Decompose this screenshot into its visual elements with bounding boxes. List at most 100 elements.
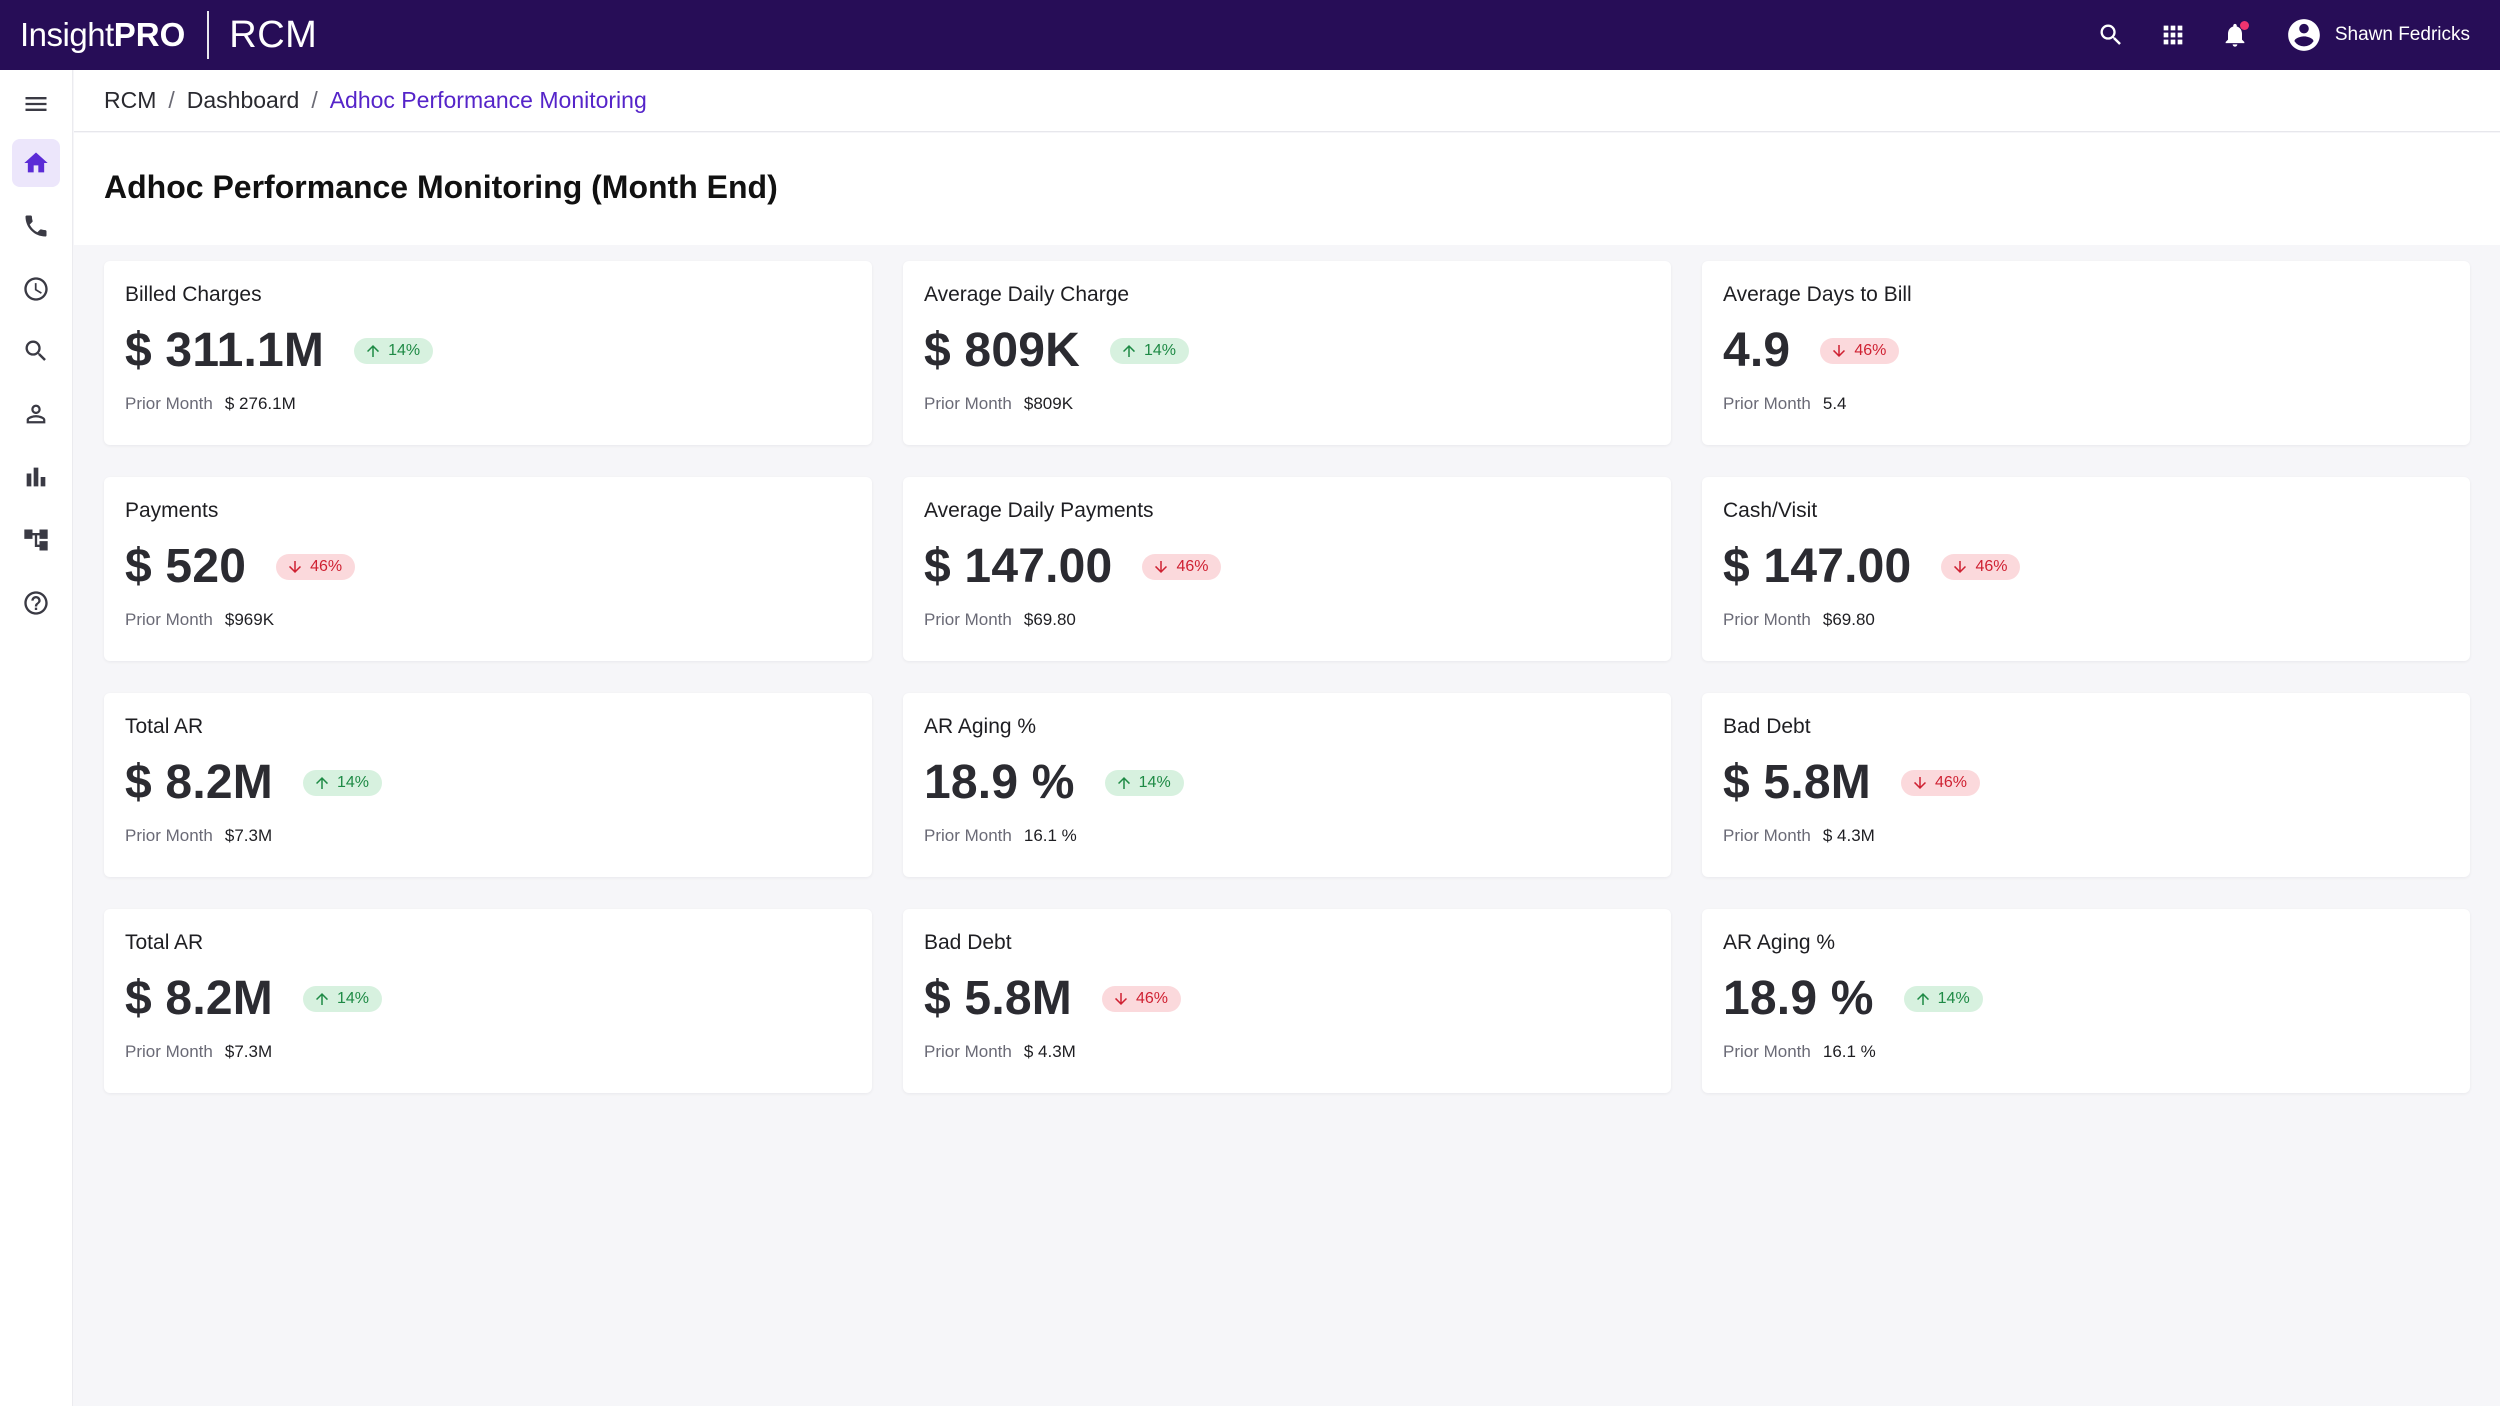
kpi-value: $ 8.2M (125, 972, 273, 1025)
apps-grid-icon[interactable] (2157, 19, 2189, 51)
arrow-up-icon (1916, 992, 1929, 1005)
kpi-change-badge: 46% (1820, 337, 1900, 364)
kpi-change-badge: 46% (1142, 553, 1222, 580)
kpi-change-text: 14% (1937, 989, 1970, 1007)
kpi-value: 18.9 % (1723, 972, 1874, 1025)
arrow-down-icon (1954, 560, 1967, 573)
home-icon[interactable] (12, 139, 60, 187)
kpi-prior-value: $7.3M (224, 1042, 273, 1061)
kpi-card-title: Cash/Visit (1723, 499, 1818, 522)
kpi-value-row: $ 809K 14% (924, 323, 1190, 378)
kpi-card[interactable]: Average Days to Bill 4.9 46% Prior Month… (1702, 261, 2470, 445)
kpi-value: $ 5.8M (1723, 756, 1871, 809)
menu-icon[interactable] (12, 80, 60, 128)
arrow-down-icon (1833, 344, 1846, 357)
kpi-prior-row: Prior Month $69.80 (924, 610, 1076, 630)
kpi-change-text: 46% (1934, 773, 1967, 791)
kpi-card-title: Total AR (125, 931, 204, 954)
breadcrumb-current: Adhoc Performance Monitoring (329, 87, 647, 113)
kpi-card[interactable]: AR Aging % 18.9 % 14% Prior Month 16.1 % (1702, 909, 2470, 1093)
kpi-value: 4.9 (1723, 324, 1791, 377)
arrow-up-icon (315, 992, 328, 1005)
kpi-card-title: Bad Debt (924, 931, 1012, 954)
kpi-change-badge: 46% (276, 553, 356, 580)
kpi-change-text: 46% (310, 557, 343, 575)
notification-bell-icon[interactable] (2219, 19, 2251, 51)
kpi-value: $ 147.00 (1723, 540, 1912, 593)
kpi-prior-label: Prior Month (1723, 1042, 1811, 1061)
breadcrumb-rcm[interactable]: RCM (104, 87, 157, 113)
breadcrumb-dashboard[interactable]: Dashboard (186, 87, 300, 113)
kpi-card[interactable]: Average Daily Charge $ 809K 14% Prior Mo… (903, 261, 1671, 445)
arrow-up-icon (1117, 776, 1130, 789)
arrow-down-icon (1114, 992, 1127, 1005)
kpi-card[interactable]: AR Aging % 18.9 % 14% Prior Month 16.1 % (903, 693, 1671, 877)
kpi-value-row: $ 520 46% (125, 539, 356, 594)
kpi-change-text: 46% (1135, 989, 1168, 1007)
kpi-change-badge: 14% (302, 985, 382, 1012)
search-icon[interactable] (12, 327, 60, 375)
kpi-prior-row: Prior Month 16.1 % (924, 826, 1077, 846)
kpi-change-badge: 14% (302, 769, 382, 796)
kpi-prior-label: Prior Month (125, 610, 213, 629)
kpi-prior-value: $ 4.3M (1023, 1042, 1076, 1061)
page-title: Adhoc Performance Monitoring (Month End) (104, 169, 778, 205)
kpi-card[interactable]: Average Daily Payments $ 147.00 46% Prio… (903, 477, 1671, 661)
kpi-value-row: $ 147.00 46% (924, 539, 1222, 594)
arrow-down-icon (1155, 560, 1168, 573)
kpi-card-title: Billed Charges (125, 283, 262, 306)
brand-divider (207, 11, 210, 59)
kpi-card-title: Bad Debt (1723, 715, 1811, 738)
kpi-prior-row: Prior Month 5.4 (1723, 394, 1847, 414)
page-header: Adhoc Performance Monitoring (Month End) (74, 133, 2500, 245)
kpi-card[interactable]: Payments $ 520 46% Prior Month $969K (104, 477, 872, 661)
phone-icon[interactable] (12, 202, 60, 250)
kpi-card-title: Payments (125, 499, 219, 522)
kpi-card-title: AR Aging % (924, 715, 1037, 738)
kpi-card[interactable]: Bad Debt $ 5.8M 46% Prior Month $ 4.3M (1702, 693, 2470, 877)
breadcrumb-separator: / (168, 87, 175, 113)
kpi-card[interactable]: Billed Charges $ 311.1M 14% Prior Month … (104, 261, 872, 445)
brand-insight-text: Insight (20, 16, 114, 53)
kpi-value-row: $ 8.2M 14% (125, 755, 382, 810)
search-icon[interactable] (2095, 19, 2127, 51)
kpi-prior-label: Prior Month (125, 1042, 213, 1061)
kpi-prior-value: 5.4 (1822, 394, 1847, 413)
user-menu[interactable]: Shawn Fedricks (2285, 16, 2470, 54)
kpi-change-text: 46% (1854, 341, 1887, 359)
kpi-change-text: 14% (1138, 773, 1171, 791)
help-icon[interactable] (12, 579, 60, 627)
kpi-card-title: Average Daily Charge (924, 283, 1130, 306)
kpi-card[interactable]: Cash/Visit $ 147.00 46% Prior Month $69.… (1702, 477, 2470, 661)
bar-chart-icon[interactable] (12, 453, 60, 501)
kpi-prior-row: Prior Month $69.80 (1723, 610, 1875, 630)
kpi-prior-value: $969K (224, 610, 275, 629)
kpi-prior-value: $69.80 (1023, 610, 1076, 629)
kpi-value-row: 18.9 % 14% (924, 755, 1184, 810)
kpi-prior-label: Prior Month (924, 394, 1012, 413)
person-icon[interactable] (12, 390, 60, 438)
kpi-prior-value: 16.1 % (1023, 826, 1077, 845)
breadcrumb-separator: / (311, 87, 318, 113)
arrow-down-icon (289, 560, 302, 573)
top-bar: Insight PRO RCM Shawn Fedricks (0, 0, 2500, 70)
kpi-value: $ 8.2M (125, 756, 273, 809)
kpi-change-text: 14% (336, 773, 369, 791)
kpi-card[interactable]: Bad Debt $ 5.8M 46% Prior Month $ 4.3M (903, 909, 1671, 1093)
kpi-card[interactable]: Total AR $ 8.2M 14% Prior Month $7.3M (104, 693, 872, 877)
kpi-prior-value: $7.3M (224, 826, 273, 845)
app-name: RCM (229, 13, 318, 56)
kpi-value: $ 809K (924, 324, 1080, 377)
kpi-prior-value: $ 276.1M (224, 394, 296, 413)
hierarchy-icon[interactable] (12, 516, 60, 564)
kpi-change-badge: 46% (1900, 769, 1980, 796)
kpi-prior-label: Prior Month (125, 826, 213, 845)
kpi-value: $ 147.00 (924, 540, 1113, 593)
kpi-change-text: 14% (1143, 341, 1177, 359)
clock-icon[interactable] (12, 265, 60, 313)
kpi-change-text: 14% (388, 341, 421, 359)
brand-logo[interactable]: Insight PRO RCM (0, 0, 317, 70)
arrow-up-icon (315, 776, 328, 789)
kpi-card[interactable]: Total AR $ 8.2M 14% Prior Month $7.3M (104, 909, 872, 1093)
arrow-down-icon (1913, 776, 1926, 789)
